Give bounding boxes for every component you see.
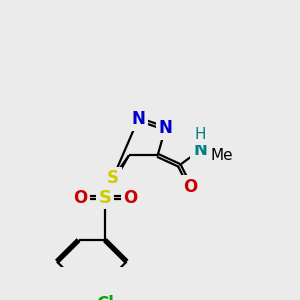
Text: N: N (158, 119, 172, 137)
Text: S: S (107, 169, 119, 188)
Text: O: O (73, 189, 87, 207)
Text: O: O (123, 189, 138, 207)
Text: N: N (131, 110, 145, 128)
Text: Me: Me (211, 148, 233, 163)
Text: S: S (98, 189, 111, 207)
Text: Cl: Cl (96, 295, 114, 300)
Text: N: N (193, 141, 207, 159)
Text: O: O (183, 178, 197, 196)
Text: H: H (194, 127, 206, 142)
